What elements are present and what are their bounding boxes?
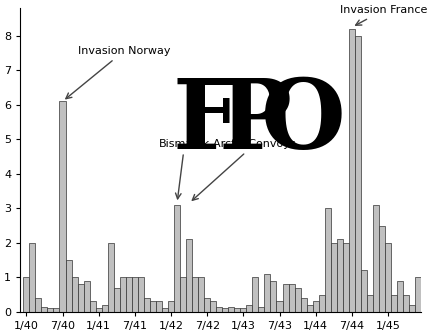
Bar	[331, 243, 337, 312]
Bar	[258, 307, 264, 312]
Bar	[397, 281, 403, 312]
Bar	[198, 277, 204, 312]
Bar	[210, 302, 216, 312]
Text: P: P	[219, 75, 292, 169]
Bar	[355, 36, 361, 312]
Bar	[367, 294, 373, 312]
Bar	[409, 305, 415, 312]
Bar	[319, 294, 325, 312]
Bar	[222, 308, 228, 312]
Bar	[391, 294, 397, 312]
Bar	[415, 277, 421, 312]
Bar	[156, 302, 162, 312]
Bar	[192, 277, 198, 312]
Bar	[276, 302, 283, 312]
Bar	[228, 307, 234, 312]
Bar	[72, 277, 78, 312]
Bar	[403, 294, 409, 312]
Text: O: O	[261, 75, 346, 169]
Bar	[349, 29, 355, 312]
Bar	[264, 274, 271, 312]
Bar	[66, 260, 72, 312]
Text: Invasion France: Invasion France	[340, 5, 427, 25]
Bar	[361, 270, 367, 312]
Bar	[114, 288, 120, 312]
Bar	[96, 308, 102, 312]
Text: F: F	[173, 75, 242, 169]
Bar	[204, 298, 210, 312]
Bar	[271, 281, 276, 312]
Bar	[174, 205, 180, 312]
Text: Bismarck: Bismarck	[159, 139, 210, 199]
Bar	[288, 284, 295, 312]
Bar	[283, 284, 288, 312]
Bar	[126, 277, 132, 312]
Bar	[313, 302, 319, 312]
Bar	[307, 305, 313, 312]
Bar	[343, 243, 349, 312]
Bar	[89, 302, 96, 312]
Bar	[337, 240, 343, 312]
Bar	[379, 225, 385, 312]
Bar	[108, 243, 114, 312]
Text: Invasion Norway: Invasion Norway	[66, 46, 170, 99]
Bar	[41, 307, 47, 312]
Bar	[150, 302, 156, 312]
Bar	[253, 277, 258, 312]
Bar	[295, 288, 301, 312]
Bar	[246, 305, 253, 312]
Bar	[325, 208, 331, 312]
Bar	[180, 277, 186, 312]
Bar	[168, 302, 174, 312]
Bar	[301, 298, 307, 312]
Bar	[23, 277, 29, 312]
Bar	[144, 298, 150, 312]
Bar	[47, 308, 54, 312]
Bar	[120, 277, 126, 312]
Bar	[234, 308, 240, 312]
Bar	[54, 308, 59, 312]
Bar	[102, 305, 108, 312]
Bar	[186, 240, 192, 312]
Bar	[78, 284, 84, 312]
Bar	[132, 277, 138, 312]
Bar	[84, 281, 89, 312]
Bar	[162, 308, 168, 312]
Bar	[29, 243, 35, 312]
Bar	[373, 205, 379, 312]
Bar	[240, 308, 246, 312]
Text: Arctic Convoys: Arctic Convoys	[192, 139, 296, 200]
Bar	[35, 298, 41, 312]
Bar	[216, 307, 222, 312]
Bar	[138, 277, 144, 312]
Bar	[59, 102, 66, 312]
Bar	[385, 243, 391, 312]
